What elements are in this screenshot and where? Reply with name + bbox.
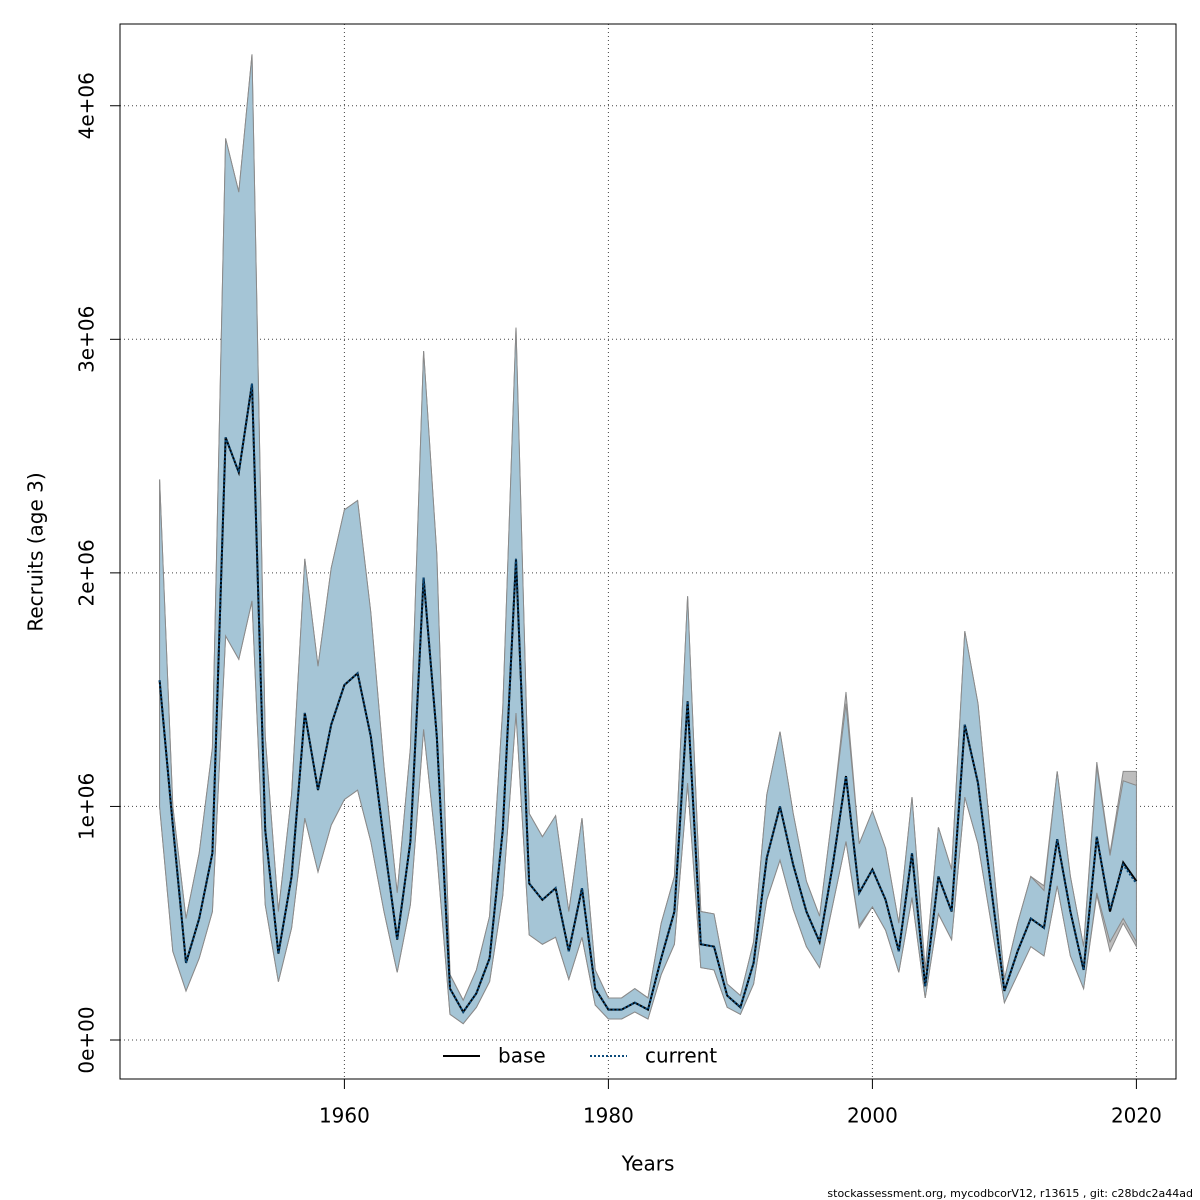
y-tick-label: 4e+06 bbox=[75, 72, 99, 139]
x-tick-label: 1960 bbox=[319, 1104, 370, 1128]
x-tick-label: 1980 bbox=[583, 1104, 634, 1128]
y-tick-label: 2e+06 bbox=[75, 539, 99, 606]
legend-label: current bbox=[645, 1044, 717, 1068]
y-axis-title: Recruits (age 3) bbox=[24, 472, 48, 631]
x-tick-label: 2020 bbox=[1111, 1104, 1162, 1128]
plot-frame bbox=[119, 23, 1177, 1080]
x-axis-title: Years bbox=[621, 1152, 675, 1176]
footer: stockassessment.org, mycodbcorV12, r1361… bbox=[827, 1187, 1193, 1200]
y-tick-label: 0e+00 bbox=[75, 1006, 99, 1073]
y-tick-label: 3e+06 bbox=[75, 306, 99, 373]
y-tick-label: 1e+06 bbox=[75, 773, 99, 840]
confidence-band bbox=[159, 54, 1137, 1025]
series-line bbox=[158, 383, 1138, 1014]
legend-label: base bbox=[498, 1044, 546, 1068]
x-tick-label: 2000 bbox=[847, 1104, 898, 1128]
